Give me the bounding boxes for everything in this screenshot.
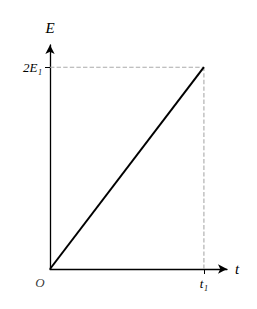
svg-text:O: O xyxy=(35,275,45,290)
svg-text:2E₁: 2E₁ xyxy=(23,60,42,75)
svg-text:t₁: t₁ xyxy=(200,276,208,291)
svg-text:E: E xyxy=(44,20,54,36)
svg-text:t: t xyxy=(235,261,240,277)
